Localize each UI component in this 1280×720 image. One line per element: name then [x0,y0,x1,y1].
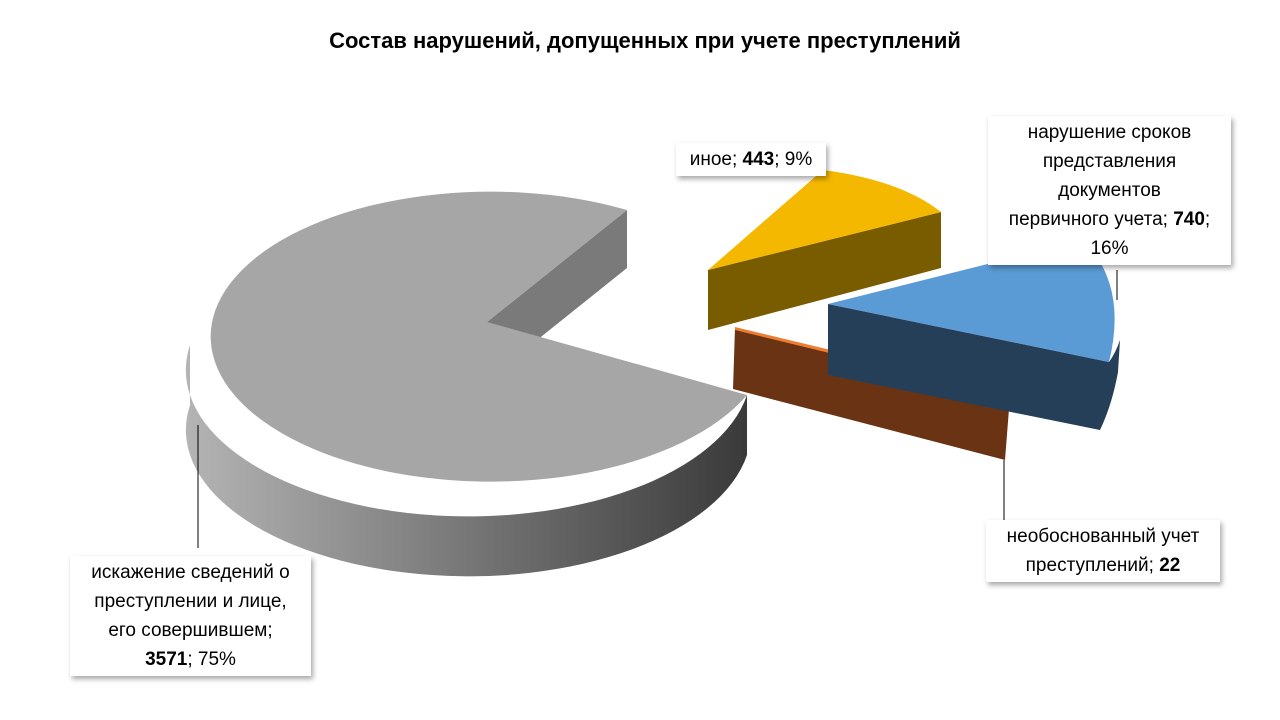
data-label-deadlines: нарушение сроков представления документо… [988,116,1231,265]
data-label-unfounded-value: 22 [1159,555,1181,576]
data-label-other-percent: 9% [784,149,813,170]
data-label-other: иное; 443; 9% [676,143,826,176]
data-label-unfounded-line1: необоснованный учет [1006,526,1200,547]
data-label-distortion-line2: преступлении и лице, [94,591,287,612]
data-label-deadlines-line4: первичного учета; [1008,209,1168,230]
pie-slice-deadlines [828,240,1120,430]
data-label-deadlines-value: 740 [1173,209,1205,230]
pie-slice-unfounded-side [733,328,1010,460]
chart-title: Состав нарушений, допущенных при учете п… [329,28,961,53]
data-label-deadlines-line2: представления [1042,151,1177,172]
pie-slice-other-top [708,170,941,270]
pie-slice-distortion [185,191,748,577]
data-label-deadlines-line1: нарушение сроков [1027,122,1192,143]
pie-slice-distortion-top [210,191,748,482]
pie-slice-distortion-side [185,345,747,577]
data-label-distortion-line3: его совершившем; [108,620,273,641]
pie-slice-other-side [708,212,941,330]
data-label-distortion-line1: искажение сведений о [91,562,290,583]
data-label-distortion-value: 3571 [145,649,188,670]
pie-slice-deadlines-top [828,240,1115,362]
data-label-other-name: иное; [689,149,738,170]
data-label-unfounded: необоснованный учет преступлений; 22 [986,520,1220,582]
data-label-deadlines-line3: документов [1058,180,1161,201]
pie-slice-deadlines-side [828,304,1120,430]
data-label-unfounded-line2: преступлений; [1025,555,1154,576]
data-label-distortion: искажение сведений о преступлении и лице… [70,556,311,676]
data-label-distortion-percent: 75% [197,649,236,670]
data-label-deadlines-percent: 16% [1090,238,1129,259]
data-label-other-value: 443 [742,149,775,170]
pie-slice-other [708,170,941,330]
